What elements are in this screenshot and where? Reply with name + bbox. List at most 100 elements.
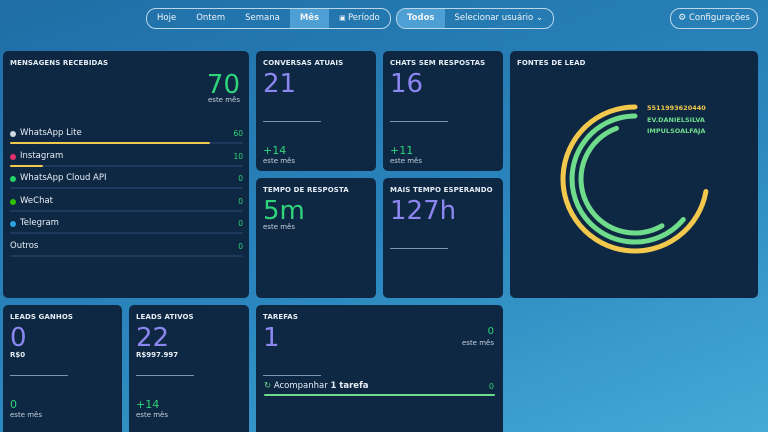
message-row: Telegram 0 [10,218,243,235]
legend-label: IMPULSOALFAJA [647,127,706,135]
ring [569,113,686,245]
value: 21 [263,69,297,99]
message-row: WeChat 0 [10,196,243,212]
current-chats-card: CONVERSAS ATUAIS 21 +14 este mês [256,51,376,171]
delta: 0 [10,398,17,411]
card-title: FONTES DE LEAD [517,59,586,67]
delta-label: este mês [390,157,423,165]
track [10,232,243,235]
channel-icon [10,221,16,228]
card-title: CHATS SEM RESPOSTAS [390,59,486,67]
ring [560,104,709,254]
value: 1 [263,323,280,353]
period-label: Ontem [196,13,226,23]
channel-name: Telegram [20,218,59,229]
channel-icon [10,176,16,183]
channel-name: Outros [10,241,39,251]
leads-won-card: LEADS GANHOS 0 R$0 0 este mês [3,305,122,432]
period-button[interactable]: Hoje [147,9,186,28]
delta-label: este mês [263,157,296,165]
lead-sources-card: FONTES DE LEAD 5511993620440 EV.DANIELSIL… [510,51,758,298]
delta-label: este mês [10,411,43,419]
side-value: 0 [487,326,494,337]
card-title: LEADS GANHOS [10,313,74,321]
user-label: Todos [407,13,435,23]
user-button[interactable]: Todos [397,9,445,28]
channel-icon [10,153,16,160]
period-label: Período [347,13,380,23]
settings-button[interactable]: ⚙ Configurações [670,8,758,29]
settings-text: Configurações [688,13,750,23]
period-selector: Hoje Ontem Semana Mês ▣ Período [146,8,391,29]
message-row: WhatsApp Cloud API 0 [10,173,243,190]
period-button[interactable]: Ontem [186,9,235,28]
tasks-card: TAREFAS 1 0 este mês ↻ Acompanhar 1 tare… [256,305,503,432]
divider [390,248,448,249]
value: 127h [390,196,457,226]
user-button[interactable]: Selecionar usuário ⌄ [445,9,554,28]
value: 0 [10,323,27,353]
longest-wait-card: MAIS TEMPO ESPERANDO 127h [383,178,503,298]
delta: +11 [390,144,414,157]
channel-value: 10 [233,151,243,161]
total: 70 [206,70,240,100]
chevron: ⌄ [533,13,544,23]
task-count: 1 tarefa [330,381,369,391]
channel-name: WhatsApp Cloud API [20,173,107,184]
task-icon: ↻ [264,381,272,391]
gear-icon: ⚙ [678,13,687,23]
ring [578,125,665,236]
settings-label: ⚙ Configurações [671,9,757,28]
amount: R$0 [10,351,26,359]
channel-icon [10,131,16,137]
task-row[interactable]: ↻ Acompanhar 1 tarefa [264,381,369,391]
delta: +14 [263,144,287,157]
channel-value: 60 [233,129,243,138]
side-label: este mês [461,339,494,347]
channel-value: 0 [238,242,243,251]
legend-label: 5511993620440 [647,104,706,112]
period-label: Mês [299,13,320,23]
active-leads-card: LEADS ATIVOS 22 R$997.997 +14 este mês [129,305,249,432]
track [10,187,243,190]
period-button[interactable]: Semana [235,9,290,28]
track [10,255,243,257]
period-label: Semana [245,13,280,23]
divider [136,375,194,376]
task-prefix: Acompanhar [273,381,328,391]
channel-name: Instagram [20,150,64,161]
card-title: TEMPO DE RESPOSTA [263,186,349,194]
divider [390,121,448,122]
value: 5m [263,196,305,226]
card-title: MAIS TEMPO ESPERANDO [390,186,493,194]
period-button[interactable]: Mês [289,9,330,28]
card-title: LEADS ATIVOS [136,313,194,321]
card-title: MENSAGENS RECEBIDAS [10,59,109,67]
total-label: este mês [207,96,240,104]
channel-value: 0 [238,174,243,184]
track [10,164,243,167]
channel-name: WhatsApp Lite [20,128,82,138]
channel-icon [10,198,16,205]
value: 22 [136,323,170,353]
period-button[interactable]: ▣ Período [329,9,390,28]
user-selector: Todos Selecionar usuário ⌄ [396,8,555,29]
delta-label: este mês [136,411,169,419]
period-label: Hoje [157,13,177,23]
legend-label: EV.DANIELSILVA [647,115,705,124]
divider [263,121,321,122]
channel-value: 0 [238,219,243,229]
messages-card: MENSAGENS RECEBIDAS 70 este mês WhatsApp… [3,51,249,298]
message-row: Outros 0 [10,241,243,257]
amount: R$997.997 [136,351,179,359]
value: 16 [390,69,424,99]
message-row: WhatsApp Lite 60 [10,128,243,144]
task-value: 0 [488,382,494,391]
bar [10,164,44,167]
response-time-card: TEMPO DE RESPOSTA 5m este mês [256,178,376,298]
lead-rings [560,104,709,254]
card-title: TAREFAS [263,313,298,321]
track [10,209,243,212]
calendar-icon: ▣ [339,14,348,22]
